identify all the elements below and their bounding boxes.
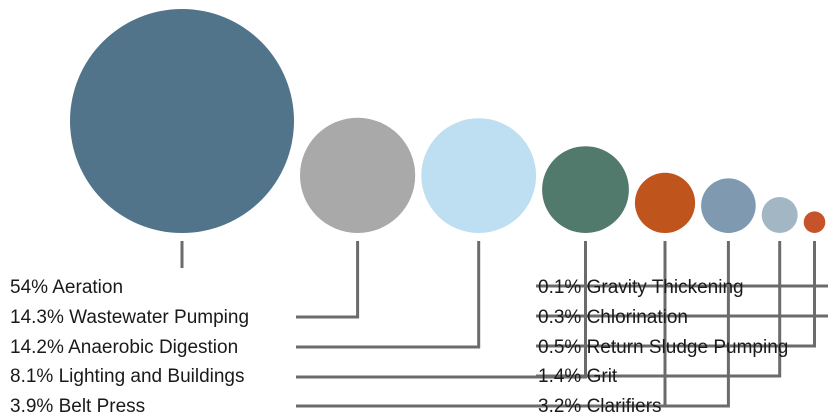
bubble-3 [542, 146, 629, 234]
label-belt-press: 3.9% Belt Press [10, 396, 145, 417]
label-clarifiers: 3.2% Clarifiers [538, 396, 662, 417]
leader-line-1 [296, 241, 360, 319]
labels: 54% Aeration 14.3% Wastewater Pumping 14… [10, 277, 788, 417]
bubbles [70, 9, 826, 234]
label-grit: 1.4% Grit [538, 366, 618, 387]
leader-line-9 [536, 284, 828, 288]
bubble-5 [701, 178, 756, 233]
label-wastewater-pumping: 14.3% Wastewater Pumping [10, 307, 249, 328]
label-anaerobic-digestion: 14.2% Anaerobic Digestion [10, 337, 238, 358]
leader-line-5 [536, 241, 730, 408]
leader-line-7 [536, 241, 816, 348]
bubble-6 [761, 197, 798, 233]
bubble-1 [300, 117, 416, 233]
label-lighting-and-buildings: 8.1% Lighting and Buildings [10, 366, 245, 387]
leader-line-2 [296, 241, 481, 349]
leader-line-8 [536, 314, 828, 318]
bubble-4 [634, 172, 696, 233]
leader-lines [180, 241, 828, 408]
bubble-0 [70, 9, 294, 233]
label-chlorination: 0.3% Chlorination [538, 307, 688, 328]
label-return-sludge-pumping: 0.5% Return Sludge Pumping [538, 337, 788, 358]
bubble-7 [803, 211, 826, 233]
bubble-2 [421, 118, 537, 233]
label-gravity-thickening: 0.1% Gravity Thickening [538, 277, 744, 298]
label-aeration: 54% Aeration [10, 277, 123, 298]
